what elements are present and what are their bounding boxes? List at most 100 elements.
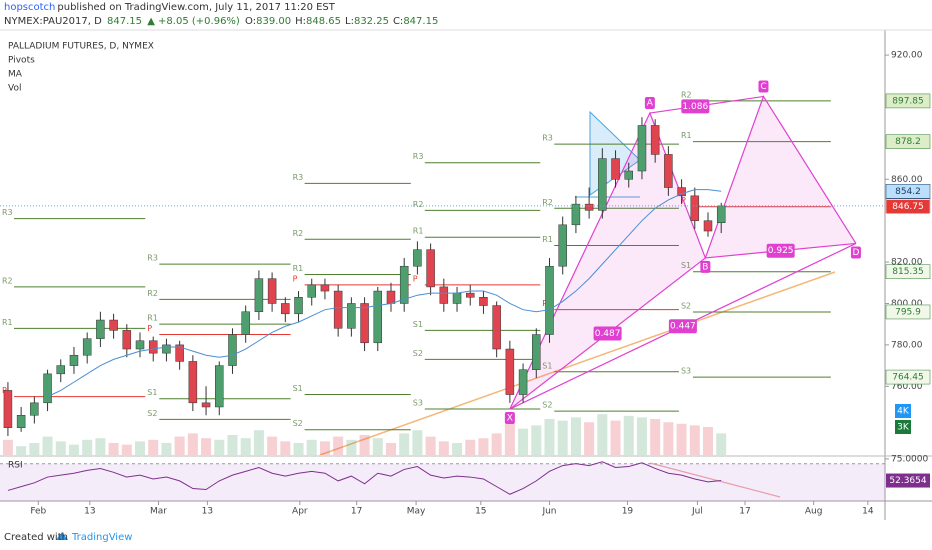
x-tick-label: Mar [150,507,167,517]
candle-body [465,292,475,298]
candle-body [96,319,105,339]
candle-body [69,354,79,366]
x-tick-label: 13 [84,507,95,517]
ohlc-label: O: [245,16,257,27]
pivot-label: R2 [413,200,424,209]
ohlc-value: 839.00 [256,16,292,27]
volume-bar [372,438,383,455]
x-tick-label: Apr [292,507,308,517]
candle-body [16,415,26,428]
legend-entry: Vol [8,84,21,94]
candle-body [399,265,409,304]
pivot-label: R3 [2,208,13,217]
pivot-label: R2 [147,289,158,298]
ohlc-label: L: [345,16,354,27]
candle-body [241,311,250,335]
volume-bar [703,427,713,455]
ohlc-label: H: [295,16,306,27]
candle-body [439,286,449,304]
price-label: 815.35 [892,267,924,277]
pivot-label: R1 [681,131,692,140]
author[interactable]: hopscotch [4,2,56,13]
candle-body [56,365,66,375]
candle-body [254,278,264,313]
pivot-label: R1 [2,318,13,327]
pivot-label: S2 [293,419,303,428]
price-label-box [885,199,931,214]
x-tick-label: 19 [622,507,634,517]
x-tick-label: 17 [739,507,750,517]
candle-body [43,373,52,404]
pivot-label: P [147,324,152,333]
candle-body [545,265,554,335]
volume-bar [610,420,621,455]
volume-bar [650,419,661,455]
ohlc-label: C: [392,16,404,27]
candle-body [479,297,488,306]
candle-body [637,125,647,172]
pivot-label: R2 [681,90,692,99]
pivot-label: R2 [293,229,304,238]
candle-body [505,348,515,395]
volume-bar [280,441,291,455]
volume-bar [676,423,687,455]
volume-bar [29,443,40,455]
candle-body [188,361,198,404]
pivot-label: R2 [2,276,13,285]
candle-body [122,330,132,350]
candle-body [664,154,673,188]
ohlc-value: 847.15 [403,16,439,27]
pivot-label: R3 [413,152,424,161]
candle-body [413,249,422,267]
point-label: C [760,82,766,92]
x-tick-label: 14 [862,507,874,517]
price-label-box [885,369,931,385]
volume-bar [412,430,423,455]
x-tick-label: Feb [30,507,46,517]
volume-bar [108,443,119,455]
price-label: 795.9 [895,307,921,317]
ratio-label: 0.447 [670,322,696,332]
pivot-label: S2 [147,409,157,418]
header-line-2: NYMEX:PAU2017, D 847.15 ▲ +8.05 (+0.96%)… [4,16,444,27]
pivot-label: P [293,274,298,283]
x-tick-label: Aug [805,507,823,517]
x-tick-label: Jun [541,507,556,517]
volume-bar [333,436,344,455]
pivot-label: R1 [147,314,158,323]
pivot-label: R2 [542,198,553,207]
legend-entry: Pivots [8,56,35,66]
y-tick-label: 820.00 [891,258,923,268]
candle-body [373,290,383,344]
ratio-label: 0.925 [768,246,794,256]
candle-body [281,303,290,315]
pivot-label: R3 [542,134,553,143]
point-box [850,246,861,259]
price-label-box [885,134,931,149]
pivot-label: S1 [542,361,552,370]
pivot-label: S1 [147,388,157,397]
candle-body [703,220,713,232]
volume-bar [491,433,502,455]
candle-body [386,290,396,304]
rsi-last-label: 52.3654 [889,476,926,486]
volume-bar [465,439,476,455]
volume-bar [518,428,529,455]
volume-bar [716,433,727,455]
volume-bar [544,419,555,455]
volume-bar [16,446,27,455]
pivot-label: R3 [293,173,304,182]
point-box [504,412,515,425]
price-label: 764.45 [892,373,924,383]
x-tick-label: May [407,507,426,517]
rsi-pane [0,461,885,501]
footer-brand[interactable]: TradingView [71,532,132,543]
y-tick-label: 920.00 [891,51,923,61]
volume-bar [319,441,330,455]
volume-bar [452,443,463,455]
y-tick-label: 780.00 [891,340,923,350]
main-pane: R3R2R1PR3R2R1PS1S2R3R2R1PS1S2R3R2R1PS1S2… [0,80,885,455]
volume-bar [438,441,449,455]
volume-bar [82,439,93,455]
